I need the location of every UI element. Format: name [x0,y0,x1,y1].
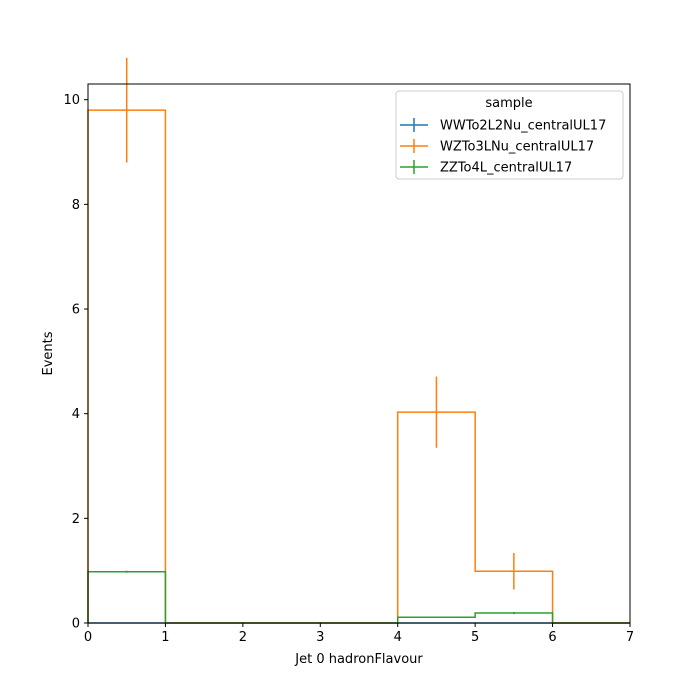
y-tick-label-4: 8 [72,198,80,213]
legend: sample WWTo2L2Nu_centralUL17 WZTo3LNu_cen… [395,90,624,180]
x-tick-label-2: 2 [239,630,247,645]
x-axis: 0 1 2 3 4 5 6 7 [84,623,634,645]
plot-frame [87,83,631,624]
legend-entry-2: ZZTo4L_centralUL17 [400,160,572,176]
x-tick-label-1: 1 [161,630,169,645]
x-axis-label: Jet 0 hadronFlavour [294,652,423,667]
y-tick-label-3: 6 [72,303,80,318]
x-tick-label-0: 0 [84,630,92,645]
legend-entries: WWTo2L2Nu_centralUL17 WZTo3LNu_centralUL1… [400,118,606,176]
legend-label-0: WWTo2L2Nu_centralUL17 [440,119,606,134]
x-tick-label-3: 3 [316,630,324,645]
legend-entry-1: WZTo3LNu_centralUL17 [400,139,594,155]
y-tick-label-1: 2 [72,512,80,527]
y-tick-label-0: 0 [72,617,80,632]
y-axis: 0 2 4 6 8 10 [63,93,88,632]
x-tick-label-7: 7 [626,630,634,645]
x-tick-label-5: 5 [471,630,479,645]
legend-label-2: ZZTo4L_centralUL17 [440,161,572,176]
legend-label-1: WZTo3LNu_centralUL17 [440,140,594,155]
x-tick-label-4: 4 [394,630,402,645]
legend-box [395,90,624,180]
legend-entry-0: WWTo2L2Nu_centralUL17 [400,118,606,134]
y-axis-label: Events [41,331,56,375]
legend-title: sample [485,96,532,111]
x-tick-label-6: 6 [548,630,556,645]
y-tick-label-5: 10 [63,93,80,108]
y-tick-label-2: 4 [72,407,80,422]
